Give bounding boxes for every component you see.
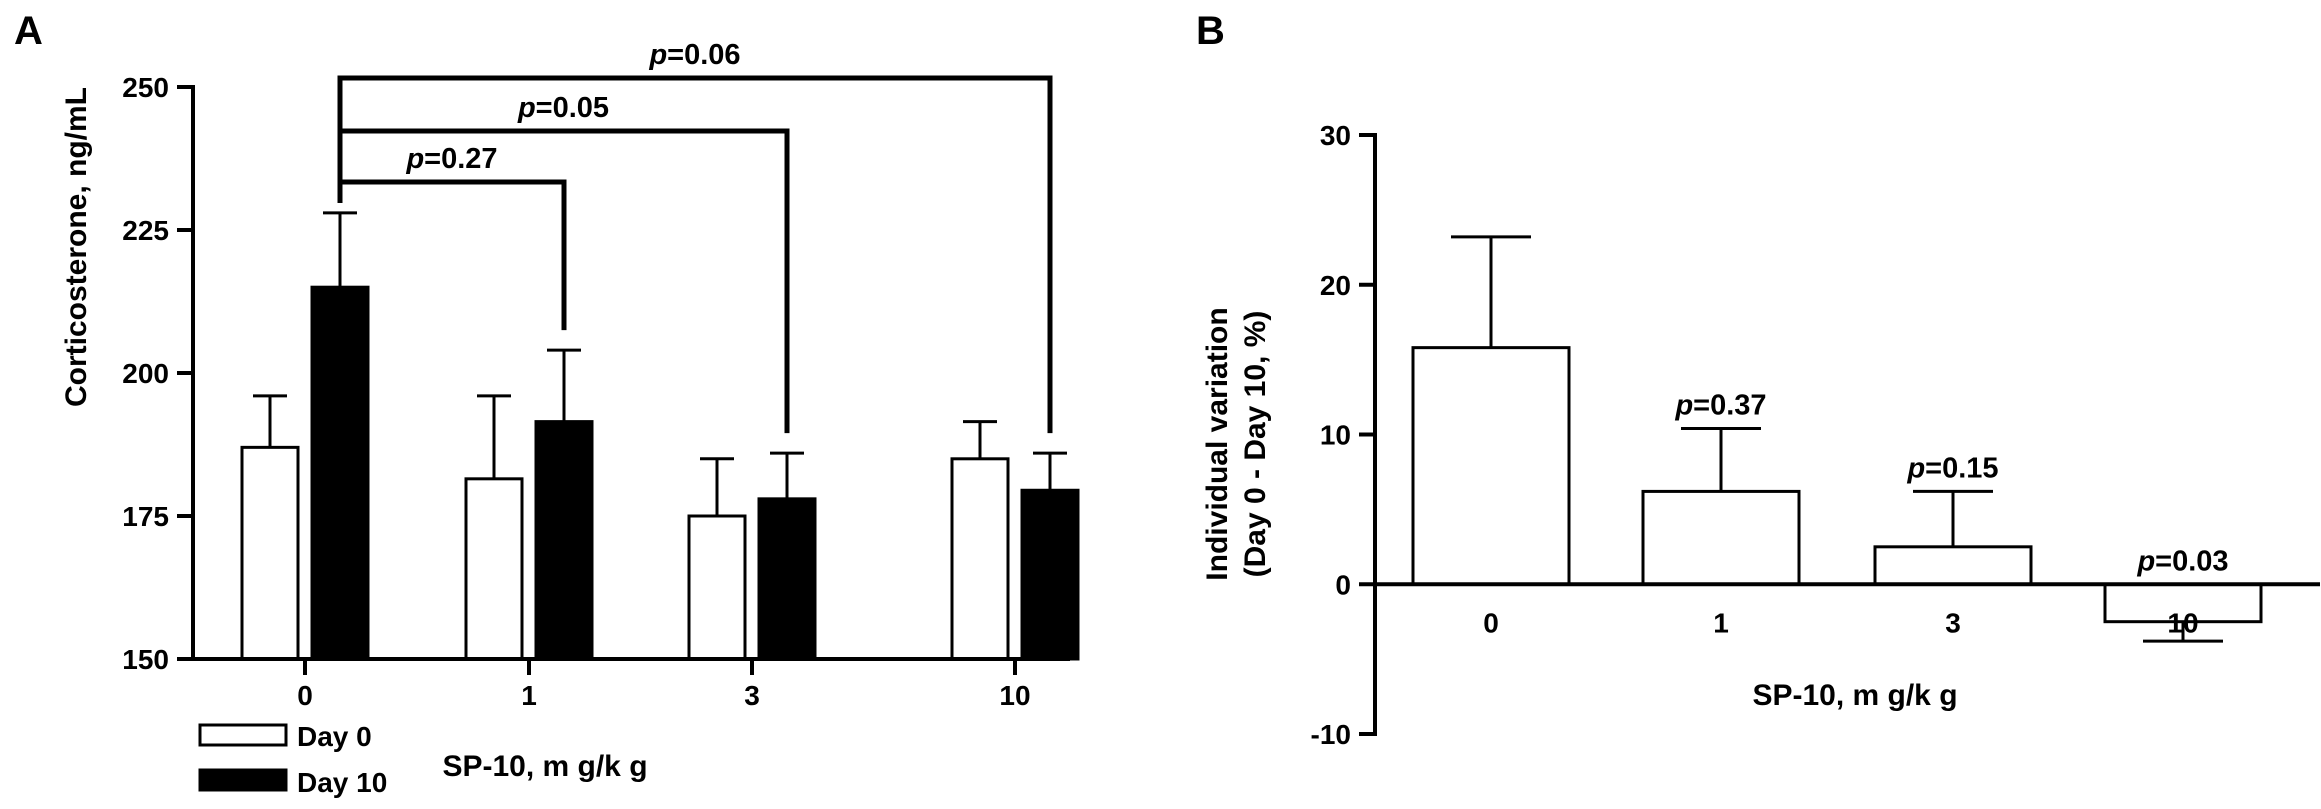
significance-label: p=0.27 [405, 143, 497, 175]
bar-day0 [950, 457, 1010, 661]
significance-bracket [337, 179, 567, 331]
panel-a-x-axis-label: SP-10, m g/k g [442, 750, 647, 783]
panel-a-label: A [14, 9, 43, 53]
bar [2103, 582, 2263, 624]
panel-a-y-axis-label: Corticosterone, ng/mL [60, 87, 93, 407]
legend-swatch-day0 [198, 723, 288, 747]
bar [1641, 489, 1801, 586]
panel-b-x-tick-label: 0 [1483, 607, 1499, 638]
bar-day10 [310, 285, 370, 661]
bar [1873, 545, 2033, 586]
panel-a-legend: Day 0 Day 10 [198, 721, 387, 798]
bar [1411, 346, 1571, 586]
panel-a-x-tick-label: 3 [744, 680, 760, 711]
panel-a-x-tick-label: 1 [521, 680, 537, 711]
panel-b-x-tick-label: 10 [2167, 607, 2198, 638]
bar-day0 [240, 445, 300, 661]
panel-b-y-axis-label-line1: Individual variation [1201, 307, 1234, 580]
legend-label-day10: Day 10 [297, 767, 387, 798]
panel-b-y-tick-label: -10 [1311, 719, 1351, 750]
panel-a: A 150 175 200 225 250 0 1 3 10 p=0.27 p=0.05 p=0.0… [14, 9, 1080, 798]
significance-label: p=0.15 [1906, 452, 1998, 484]
panel-b-x-tick-label: 3 [1945, 607, 1961, 638]
bar-day10 [1020, 488, 1080, 661]
panel-a-y-tick-label: 225 [122, 215, 169, 246]
significance-label: p=0.03 [2136, 545, 2228, 577]
panel-b: B -10 0 10 20 30 0 1 3 10 p=0.37 p=0.15 p=0.03 Ind… [1196, 9, 2320, 750]
panel-b-y-tick-label: 20 [1320, 270, 1351, 301]
panel-b-x-axis-label: SP-10, m g/k g [1752, 679, 1957, 712]
significance-label: p=0.05 [517, 92, 609, 124]
bar-day0 [464, 477, 524, 661]
panel-b-x-tick-label: 1 [1713, 607, 1729, 638]
significance-label: p=0.06 [648, 39, 740, 71]
panel-a-x-tick-label: 0 [297, 680, 313, 711]
bar-day0 [687, 514, 747, 661]
panel-a-y-tick-label: 175 [122, 501, 169, 532]
panel-a-y-tick-label: 250 [122, 72, 169, 103]
panel-b-y-tick-label: 10 [1320, 420, 1351, 451]
significance-label: p=0.37 [1674, 390, 1766, 422]
panel-b-y-tick-label: 30 [1320, 120, 1351, 151]
panel-b-label: B [1196, 9, 1225, 53]
legend-label-day0: Day 0 [297, 721, 372, 752]
legend-swatch-day10 [198, 768, 288, 792]
panel-a-y-tick-label: 150 [122, 644, 169, 675]
bar-day10 [534, 420, 594, 661]
significance-bracket [337, 75, 1053, 434]
bar-day10 [757, 497, 817, 661]
panel-b-y-axis-label-line2: (Day 0 - Day 10, %) [1239, 311, 1272, 578]
panel-a-y-tick-label: 200 [122, 358, 169, 389]
panel-a-x-tick-label: 10 [999, 680, 1030, 711]
panel-b-y-tick-label: 0 [1335, 569, 1351, 600]
